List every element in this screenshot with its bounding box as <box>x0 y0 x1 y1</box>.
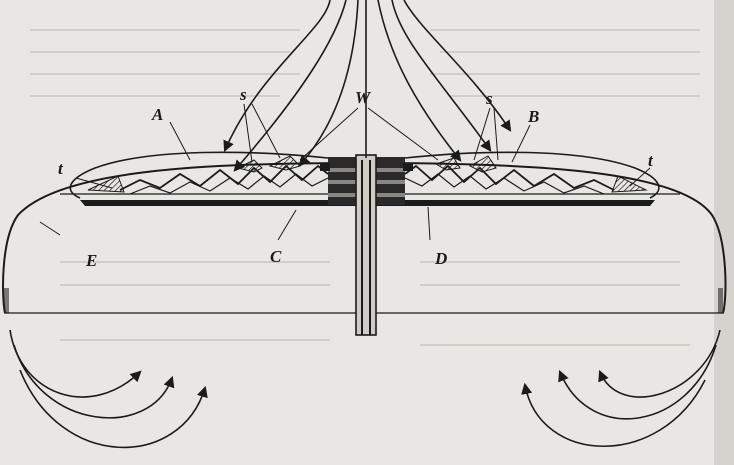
label-E: E <box>85 251 97 270</box>
label-C: C <box>270 247 282 266</box>
label-s-left: s <box>239 85 247 104</box>
shell-left <box>69 151 329 199</box>
wedge-left <box>87 175 125 193</box>
corrugated-diaphragm-left-inner <box>129 173 329 195</box>
corrugated-diaphragm-right-inner <box>404 173 605 195</box>
right-edge-marker <box>718 288 723 313</box>
incoming-flow-arrows <box>223 0 512 172</box>
label-D: D <box>434 249 447 268</box>
label-A: A <box>151 105 163 124</box>
page-edge-shadow <box>714 0 734 465</box>
central-spindle <box>355 0 377 336</box>
leader-lines <box>39 103 651 241</box>
wedge-right <box>611 175 648 193</box>
corrugated-diaphragm-right <box>404 164 615 191</box>
return-flow-arrows-right <box>521 329 721 448</box>
label-s-right: s <box>485 89 493 108</box>
label-t-right: t <box>648 151 654 170</box>
label-t-left: t <box>58 159 64 178</box>
label-B: B <box>527 107 539 126</box>
spacer-right-1 <box>468 155 497 173</box>
spacer-right-2 <box>434 157 461 171</box>
left-edge-marker <box>4 288 9 313</box>
bleed-through-texture <box>30 29 700 346</box>
corrugated-diaphragm-left <box>119 164 329 191</box>
spacer-left-2 <box>268 155 301 171</box>
return-flow-arrows-left <box>9 329 208 449</box>
label-W: W <box>355 88 372 107</box>
